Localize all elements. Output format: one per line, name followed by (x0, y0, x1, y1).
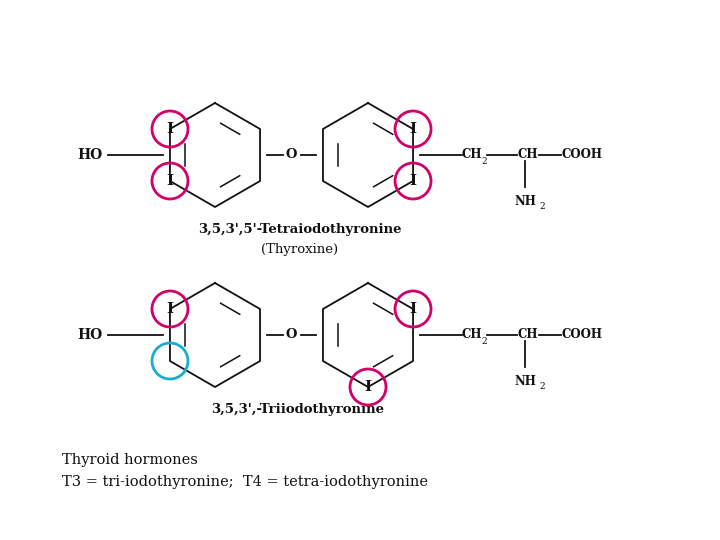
Text: 2: 2 (481, 336, 487, 346)
Text: I: I (410, 122, 417, 136)
Text: CH: CH (462, 147, 482, 160)
Text: 2: 2 (539, 382, 544, 391)
Text: 2: 2 (481, 157, 487, 165)
Text: I: I (410, 302, 417, 316)
Text: T3 = tri-iodothyronine;  T4 = tetra-iodothyronine: T3 = tri-iodothyronine; T4 = tetra-iodot… (62, 475, 428, 489)
Text: NH: NH (514, 195, 536, 208)
Text: I: I (364, 380, 372, 394)
Text: I: I (166, 174, 174, 188)
Text: O: O (286, 148, 297, 161)
Text: CH: CH (462, 327, 482, 341)
Text: CH: CH (517, 327, 538, 341)
Text: (Thyroxine): (Thyroxine) (261, 244, 338, 256)
Text: HO: HO (78, 148, 103, 162)
Text: I: I (410, 174, 417, 188)
Text: HO: HO (78, 328, 103, 342)
Text: I: I (166, 302, 174, 316)
Text: 3,5,3',-Triiodothyronine: 3,5,3',-Triiodothyronine (212, 403, 384, 416)
Text: 3,5,3',5'-Tetraiodothyronine: 3,5,3',5'-Tetraiodothyronine (198, 224, 402, 237)
Text: O: O (286, 328, 297, 341)
Text: Thyroid hormones: Thyroid hormones (62, 453, 198, 467)
Text: COOH: COOH (561, 147, 602, 160)
Text: COOH: COOH (561, 327, 602, 341)
Text: 2: 2 (539, 202, 544, 211)
Text: NH: NH (514, 375, 536, 388)
Text: CH: CH (517, 147, 538, 160)
Text: I: I (166, 122, 174, 136)
